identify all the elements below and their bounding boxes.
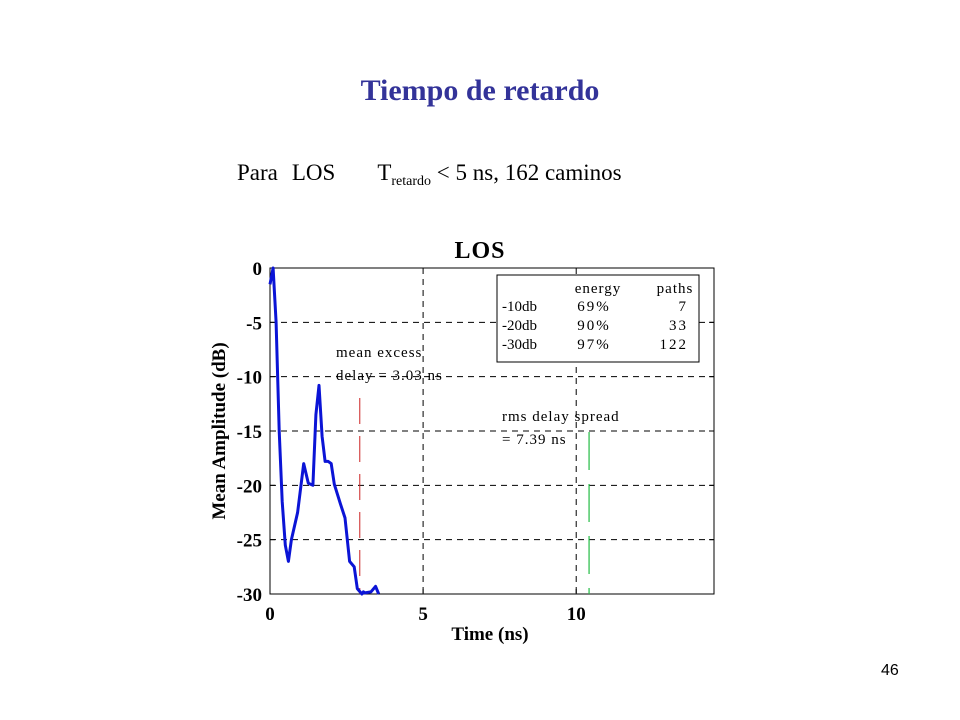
table-cell: 7 bbox=[679, 299, 689, 315]
slide-subtitle: Para LOS Tretardo < 5 ns, 162 caminos bbox=[237, 160, 622, 190]
page-number: 46 bbox=[881, 662, 899, 679]
grid bbox=[270, 268, 714, 594]
energy-table: energy paths -10db 69% 7 -20db 90% 33 -3… bbox=[496, 274, 700, 363]
x-tick-label: 5 bbox=[418, 604, 428, 625]
energy-table-box bbox=[496, 274, 700, 363]
table-cell: -30db bbox=[502, 337, 537, 353]
axis-ticks: 0 5 10 0 -5 -10 -15 -20 -25 -30 bbox=[237, 259, 714, 625]
table-cell: 90% bbox=[577, 318, 611, 334]
subtitle-subscript: retardo bbox=[391, 174, 432, 189]
chart-title: LOS bbox=[454, 238, 505, 264]
table-cell: 97% bbox=[577, 337, 611, 353]
y-tick-label: -5 bbox=[246, 313, 262, 334]
x-tick-label: 10 bbox=[567, 604, 586, 625]
subtitle-los: LOS bbox=[291, 160, 336, 185]
table-header-paths: paths bbox=[657, 281, 694, 297]
y-tick-label: -30 bbox=[237, 585, 262, 606]
x-axis-label: Time (ns) bbox=[451, 624, 528, 645]
y-tick-label: 0 bbox=[253, 259, 263, 280]
x-tick-label: 0 bbox=[265, 604, 275, 625]
mean-delay-label-2: delay = 3.03 ns bbox=[336, 368, 443, 384]
subtitle-rest: < 5 ns, 162 caminos bbox=[431, 160, 622, 185]
slide-title: Tiempo de retardo bbox=[360, 74, 600, 107]
table-cell: -20db bbox=[502, 318, 537, 334]
y-axis-label: Mean Amplitude (dB) bbox=[209, 342, 230, 519]
subtitle-para: Para bbox=[237, 160, 278, 185]
table-cell: 122 bbox=[660, 337, 689, 353]
table-cell: -10db bbox=[502, 299, 537, 315]
y-tick-label: -25 bbox=[237, 531, 262, 552]
mean-delay-label-1: mean excess bbox=[336, 345, 422, 361]
y-tick-label: -15 bbox=[237, 422, 262, 443]
table-cell: 33 bbox=[669, 318, 688, 334]
y-tick-label: -20 bbox=[237, 476, 262, 497]
table-cell: 69% bbox=[577, 299, 611, 315]
subtitle-t: T bbox=[377, 160, 392, 185]
y-tick-label: -10 bbox=[237, 368, 262, 389]
table-header-energy: energy bbox=[575, 281, 622, 297]
delay-markers bbox=[359, 398, 590, 594]
series-line bbox=[268, 266, 381, 596]
rms-delay-label-2: = 7.39 ns bbox=[502, 432, 567, 448]
rms-delay-label-1: rms delay spread bbox=[502, 409, 620, 425]
